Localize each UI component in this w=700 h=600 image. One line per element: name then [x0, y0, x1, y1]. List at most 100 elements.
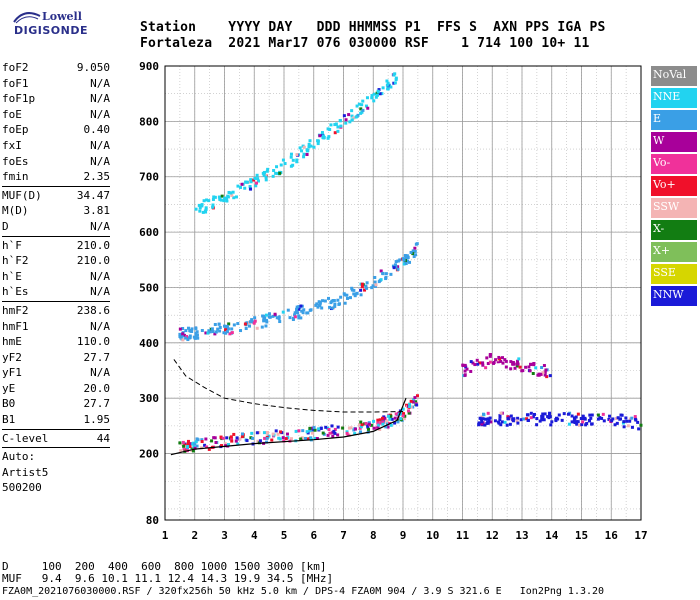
data-point — [384, 275, 388, 279]
data-point — [360, 285, 364, 289]
data-point — [193, 446, 197, 450]
y-tick-label: 80 — [146, 514, 159, 527]
data-point — [484, 366, 488, 370]
data-point — [286, 308, 290, 312]
data-point — [633, 415, 637, 419]
data-point — [359, 288, 363, 292]
data-point — [630, 416, 634, 420]
data-point — [399, 417, 403, 421]
data-point — [412, 255, 416, 259]
x-tick-label: 2 — [191, 529, 198, 542]
data-point — [195, 330, 199, 334]
data-point — [326, 136, 330, 140]
data-point — [498, 414, 502, 418]
data-point — [394, 260, 398, 264]
data-point — [408, 402, 412, 406]
data-point — [305, 311, 309, 315]
data-point — [389, 85, 393, 89]
data-point — [598, 416, 602, 420]
data-point — [634, 418, 638, 422]
data-point — [320, 306, 324, 310]
param-value: N/A — [90, 107, 110, 121]
data-point — [333, 123, 337, 127]
data-point — [535, 417, 539, 421]
data-point — [334, 122, 338, 126]
data-point — [262, 319, 266, 323]
data-point — [210, 439, 214, 443]
data-point — [352, 116, 356, 120]
data-point — [315, 437, 319, 441]
data-point — [179, 449, 183, 453]
data-point — [399, 411, 403, 415]
data-point — [327, 296, 331, 300]
data-point — [622, 425, 626, 429]
data-point — [200, 328, 204, 332]
logo-top-text: Lowell — [42, 10, 82, 23]
data-point — [207, 447, 211, 451]
data-point — [384, 272, 388, 276]
data-point — [365, 281, 369, 285]
param-row-b0: B0 27.7 — [2, 396, 110, 412]
data-point — [509, 367, 513, 371]
logo-swoosh-icon — [13, 12, 41, 24]
data-point — [381, 420, 385, 424]
data-point — [261, 314, 265, 318]
data-point — [201, 210, 205, 214]
data-point — [506, 417, 510, 421]
header-line-1: Station YYYY DAY DDD HHMMSS P1 FFS S AXN… — [140, 20, 606, 35]
data-point — [336, 125, 340, 129]
data-point — [366, 106, 370, 110]
data-point — [323, 299, 327, 303]
data-point — [331, 299, 335, 303]
data-point — [352, 428, 356, 432]
param-label: Auto: — [2, 450, 36, 464]
data-point — [271, 174, 275, 178]
data-point — [406, 409, 410, 413]
param-value: N/A — [90, 269, 110, 283]
data-point — [194, 331, 198, 335]
param-row-ye: yE 20.0 — [2, 381, 110, 397]
data-point — [581, 420, 585, 424]
data-point — [360, 103, 364, 107]
data-point — [316, 305, 320, 309]
data-point — [503, 420, 507, 424]
data-point — [376, 425, 380, 429]
data-point — [288, 316, 292, 320]
data-point — [378, 427, 382, 431]
data-point — [350, 288, 354, 292]
data-point — [336, 425, 340, 429]
data-point — [193, 336, 197, 340]
data-point — [223, 324, 227, 328]
data-point — [386, 81, 390, 85]
data-point — [359, 111, 363, 115]
data-point — [540, 415, 544, 419]
data-point — [297, 314, 301, 318]
data-point — [302, 308, 306, 312]
data-point — [262, 173, 266, 177]
param-label: B0 — [2, 397, 16, 411]
data-point — [481, 417, 485, 421]
data-point — [350, 109, 354, 113]
x-tick-label: 3 — [221, 529, 228, 542]
param-label: M(D) — [2, 204, 29, 218]
data-point — [366, 425, 370, 429]
data-point — [372, 419, 376, 423]
data-point — [579, 417, 583, 421]
data-point — [230, 437, 234, 441]
data-point — [204, 437, 208, 441]
data-point — [391, 264, 395, 268]
data-point — [255, 181, 259, 185]
data-point — [499, 411, 503, 415]
data-point — [186, 442, 190, 446]
data-point — [374, 426, 378, 430]
param-value: 3.81 — [83, 204, 111, 218]
data-point — [303, 436, 307, 440]
data-point — [505, 423, 509, 427]
data-point — [497, 355, 501, 359]
data-point — [337, 302, 341, 306]
data-point — [350, 118, 354, 122]
data-point — [278, 320, 282, 324]
data-point — [297, 316, 301, 320]
data-point — [396, 259, 400, 263]
param-row-fof1: foF1 N/A — [2, 76, 110, 92]
